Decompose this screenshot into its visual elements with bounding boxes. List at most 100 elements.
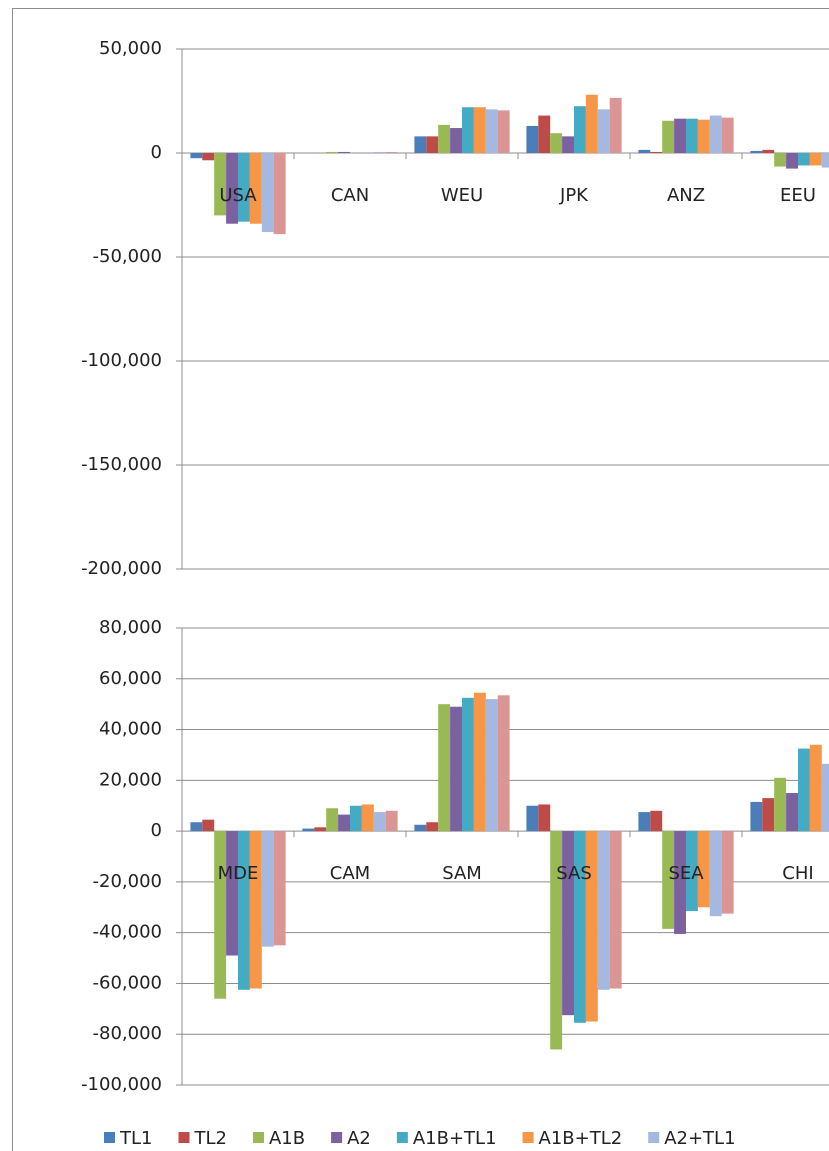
legend-marker: [178, 1132, 190, 1143]
y-tick-label: -40,000: [93, 922, 162, 943]
bar: [450, 706, 462, 832]
y-tick-label: 50,000: [99, 38, 162, 59]
bar: [214, 831, 227, 999]
bar: [538, 804, 551, 832]
bar: [609, 831, 622, 989]
bar: [426, 822, 439, 832]
bar: [497, 695, 510, 832]
y-tick-label: -150,000: [81, 454, 162, 475]
y-tick-label: 40,000: [99, 719, 162, 740]
bar: [585, 94, 598, 153]
bar: [438, 704, 451, 832]
bar: [798, 153, 810, 166]
bar: [373, 812, 386, 832]
bar: [674, 118, 686, 153]
bar: [762, 149, 775, 153]
bar: [786, 153, 798, 169]
x-tick-label: MDE: [218, 863, 259, 884]
bar: [574, 831, 586, 1023]
bar: [574, 106, 586, 153]
bar: [314, 827, 327, 832]
bar: [526, 125, 539, 153]
bar: [302, 828, 315, 832]
x-tick-label: SAS: [556, 863, 592, 884]
bar: [562, 831, 574, 1016]
bar: [809, 153, 822, 166]
x-tick-label: USA: [219, 185, 257, 206]
legend-label: A1B+TL2: [539, 1128, 623, 1149]
bar: [550, 831, 563, 1050]
y-tick-label: -60,000: [93, 972, 162, 993]
bar: [226, 831, 238, 956]
x-tick-label: EEU: [780, 185, 816, 206]
bar: [821, 153, 829, 168]
y-tick-label: 80,000: [99, 617, 162, 638]
bar: [697, 831, 710, 908]
bar: [697, 119, 710, 153]
y-tick-label: -100,000: [81, 350, 162, 371]
bar: [721, 831, 734, 914]
y-tick-label: -200,000: [81, 558, 162, 579]
legend-label: A1B+TL1: [413, 1128, 497, 1149]
bar: [709, 831, 722, 917]
bar: [485, 109, 498, 153]
x-tick-label: SAM: [442, 863, 482, 884]
bar: [462, 107, 474, 153]
bar: [238, 153, 250, 222]
bar: [750, 150, 763, 153]
x-tick-label: JPK: [559, 185, 589, 206]
x-tick-label: WEU: [441, 185, 483, 206]
bar: [350, 805, 362, 832]
legend-label: A2: [347, 1128, 371, 1149]
bar: [762, 798, 775, 832]
bar: [774, 153, 787, 167]
bar: [774, 777, 787, 832]
bar: [650, 810, 663, 832]
bar: [226, 153, 238, 224]
bar: [385, 151, 398, 153]
bar: [497, 110, 510, 153]
y-tick-label: 0: [151, 142, 162, 163]
bar: [609, 97, 622, 153]
bar: [485, 699, 498, 832]
bar: [538, 115, 551, 153]
bar: [473, 107, 486, 153]
legend-marker: [104, 1132, 115, 1143]
bar: [249, 831, 262, 989]
bar: [597, 109, 610, 153]
bar: [338, 814, 350, 832]
legend-label: TL1: [119, 1128, 152, 1149]
legend-marker: [396, 1132, 408, 1143]
bar: [249, 153, 262, 224]
y-tick-label: 20,000: [99, 769, 162, 790]
x-tick-label: CHI: [782, 863, 813, 884]
bar: [662, 120, 675, 153]
legend-marker: [522, 1132, 534, 1143]
bar: [686, 831, 698, 912]
bar: [709, 115, 722, 153]
bar: [650, 151, 663, 153]
x-tick-label: SEA: [668, 863, 704, 884]
bar: [585, 831, 598, 1022]
bar: [338, 151, 350, 153]
bar: [261, 153, 274, 233]
bar: [674, 831, 686, 934]
y-tick-label: -100,000: [81, 1074, 162, 1095]
bar: [238, 831, 250, 990]
y-tick-label: 0: [151, 820, 162, 841]
bar: [214, 153, 227, 216]
bar: [462, 697, 474, 832]
bar: [438, 124, 451, 153]
bar: [798, 748, 810, 832]
bar: [473, 692, 486, 832]
bar: [638, 812, 651, 832]
bar: [562, 136, 574, 153]
bar: [721, 117, 734, 153]
legend-label: A1B: [269, 1128, 305, 1149]
bar: [414, 136, 427, 153]
bar: [273, 831, 286, 946]
bar: [750, 801, 763, 832]
y-tick-label: -80,000: [93, 1023, 162, 1044]
bar: [202, 819, 215, 832]
